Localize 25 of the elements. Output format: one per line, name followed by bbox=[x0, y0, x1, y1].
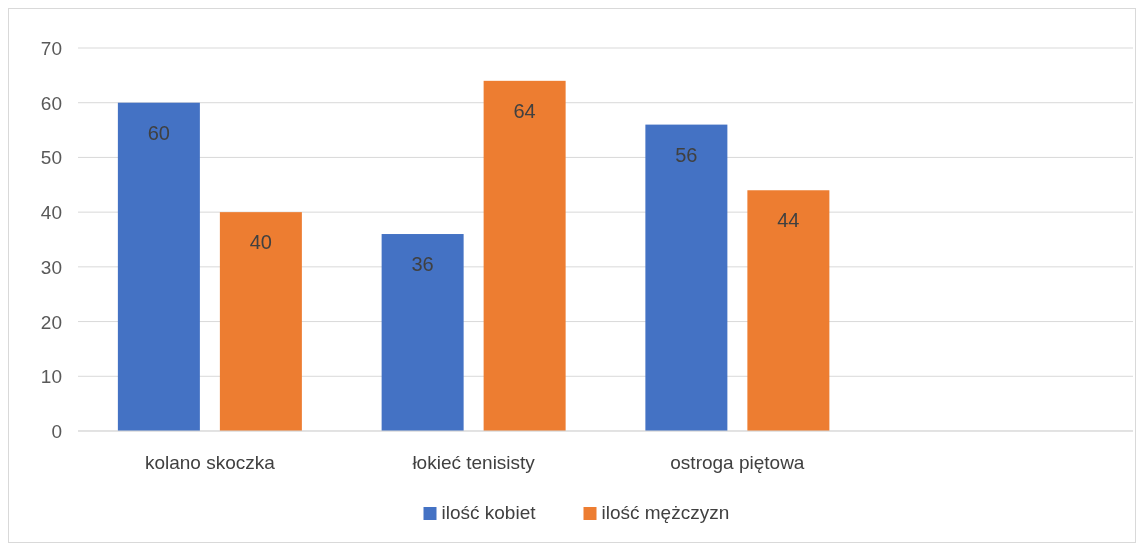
y-tick-label: 50 bbox=[40, 147, 62, 169]
bar bbox=[645, 124, 728, 431]
y-tick-label: 30 bbox=[40, 256, 62, 278]
data-label: 40 bbox=[249, 231, 272, 254]
y-tick-label: 10 bbox=[40, 366, 62, 388]
legend-label: ilość kobiet bbox=[441, 502, 537, 523]
y-tick-label: 20 bbox=[40, 311, 62, 333]
y-tick-label: 40 bbox=[40, 202, 62, 224]
x-tick-label: kolano skoczka bbox=[144, 452, 276, 473]
bar bbox=[381, 234, 464, 431]
legend-label: ilość mężczyzn bbox=[601, 502, 730, 523]
x-tick-label: łokieć tenisisty bbox=[412, 452, 536, 473]
bar bbox=[117, 102, 200, 431]
y-tick-label: 60 bbox=[40, 92, 62, 114]
bar bbox=[219, 212, 302, 431]
bar bbox=[483, 80, 566, 431]
data-label: 60 bbox=[147, 121, 170, 144]
data-label: 64 bbox=[513, 99, 536, 122]
bar bbox=[747, 190, 830, 431]
y-tick-label: 0 bbox=[51, 421, 62, 442]
data-label: 44 bbox=[777, 209, 800, 232]
data-label: 36 bbox=[411, 253, 434, 276]
x-tick-label: ostroga piętowa bbox=[670, 452, 805, 473]
data-label: 56 bbox=[675, 143, 698, 166]
y-tick-label: 70 bbox=[40, 38, 62, 59]
